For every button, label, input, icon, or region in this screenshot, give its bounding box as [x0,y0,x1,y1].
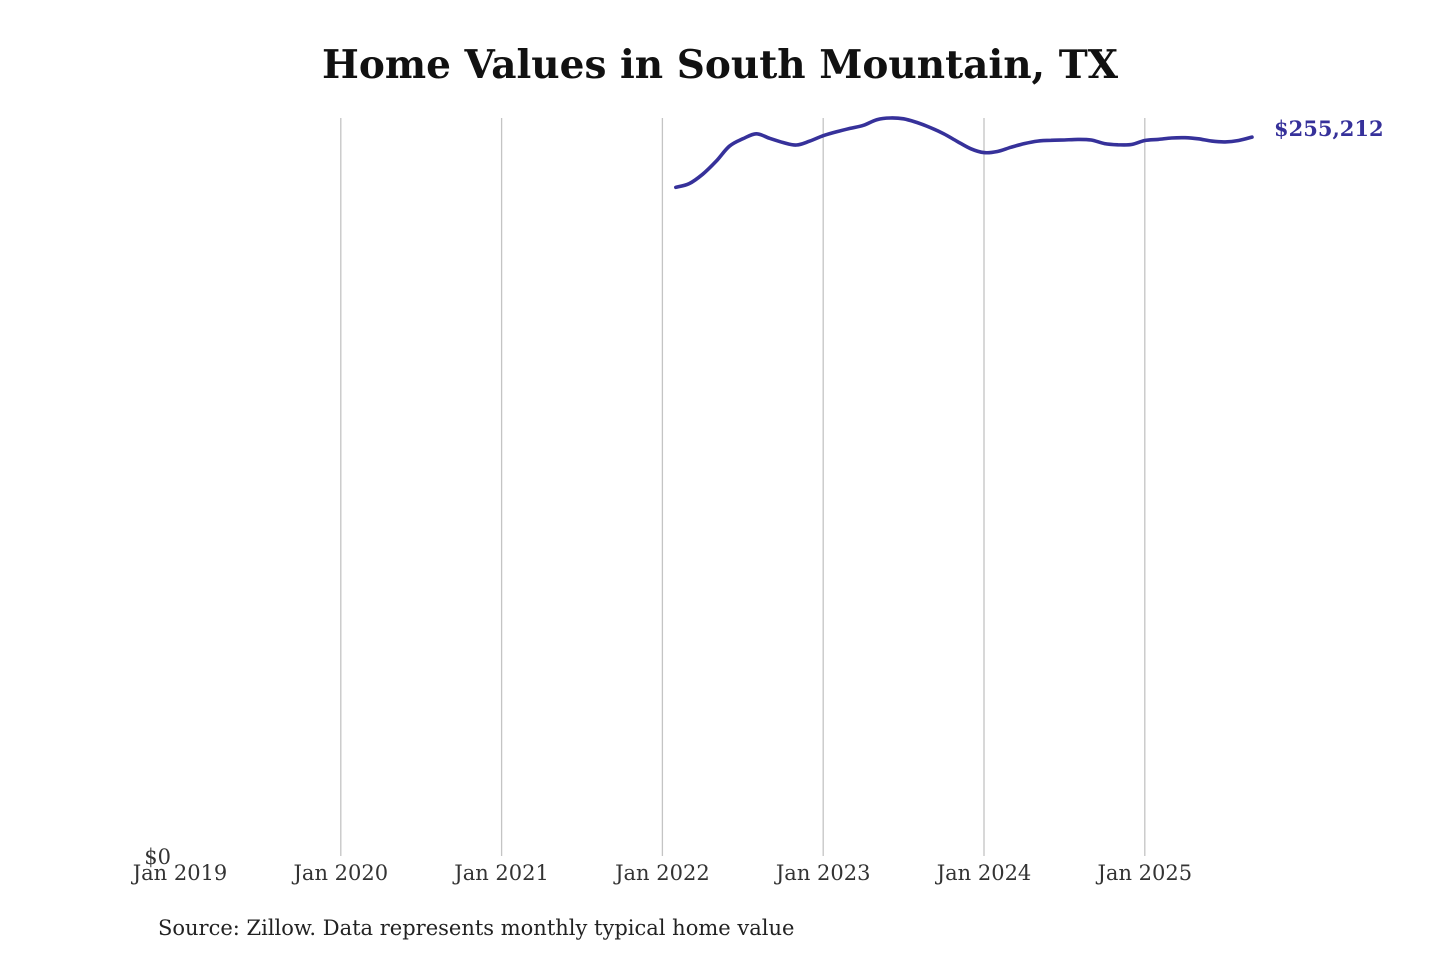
x-tick-label: Jan 2025 [1096,861,1193,885]
x-tick-label: Jan 2022 [613,861,710,885]
series-line-0 [674,116,1254,190]
x-tick-label: Jan 2019 [131,861,228,885]
end-value-label: $255,212 [1274,116,1384,141]
x-tick-label: Jan 2020 [292,861,389,885]
x-tick-label: Jan 2023 [774,861,871,885]
y-tick-label: $0 [144,845,171,869]
x-tick-label: Jan 2024 [935,861,1032,885]
chart-title: Home Values in South Mountain, TX [322,42,1118,88]
x-tick-label: Jan 2021 [452,861,549,885]
source-note: Source: Zillow. Data represents monthly … [158,916,795,940]
